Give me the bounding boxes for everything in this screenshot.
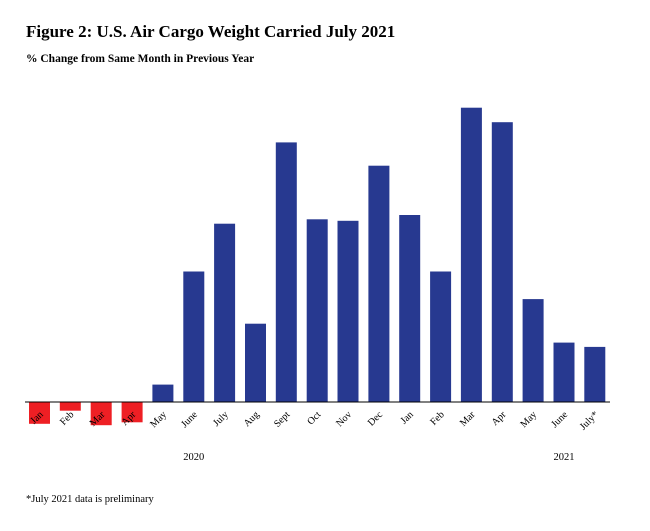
footnote: *July 2021 data is preliminary [26, 494, 154, 505]
bar-14-feb [430, 271, 452, 402]
year-label-2021: 2021 [554, 452, 575, 463]
bar-5-may [152, 384, 174, 402]
x-tick-label: Apr [490, 409, 509, 428]
bar-3-mar [90, 402, 112, 426]
x-tick-label: Sept [272, 409, 293, 430]
x-tick-label: July* [578, 409, 601, 432]
x-tick-label: Mar [458, 409, 478, 429]
bar-2-feb [59, 402, 81, 411]
x-tick-label: Nov [334, 409, 354, 429]
bar-10-oct [306, 219, 328, 402]
year-labels: 2020 2021 [183, 452, 574, 463]
bars-group [29, 107, 606, 426]
x-tick-label: Aug [242, 409, 262, 429]
bar-13-jan [399, 215, 421, 402]
x-tick-label: May [518, 409, 539, 430]
x-tick-label: June [179, 409, 200, 430]
bar-4-apr [121, 402, 143, 423]
bar-8-aug [245, 323, 266, 402]
bar-11-nov [337, 220, 359, 403]
bar-15-mar [460, 107, 482, 402]
year-label-2020: 2020 [183, 452, 204, 463]
chart-subtitle: % Change from Same Month in Previous Yea… [26, 53, 255, 65]
x-tick-label: June [549, 409, 570, 430]
x-tick-label: Oct [305, 409, 323, 427]
bar-1-jan [29, 402, 50, 424]
bar-19-july [584, 346, 606, 402]
x-tick-label: Jan [399, 409, 416, 426]
bar-7-july [214, 223, 236, 402]
bar-18-june [553, 342, 575, 402]
x-tick-label: Feb [58, 409, 76, 427]
x-tick-labels: Jan Feb Mar Apr May June July Aug Sept Oct Nov Dec J… [28, 409, 601, 433]
bar-6-june [183, 271, 205, 402]
x-tick-label: May [148, 409, 169, 430]
x-tick-label: Feb [428, 409, 446, 427]
x-tick-label: Dec [366, 409, 386, 429]
x-tick-label: July [211, 409, 231, 429]
bar-9-sept [275, 142, 297, 402]
bar-17-may [522, 299, 544, 403]
chart-title: Figure 2: U.S. Air Cargo Weight Carried … [26, 22, 396, 41]
bar-16-apr [491, 122, 513, 402]
bar-12-dec [368, 165, 390, 402]
